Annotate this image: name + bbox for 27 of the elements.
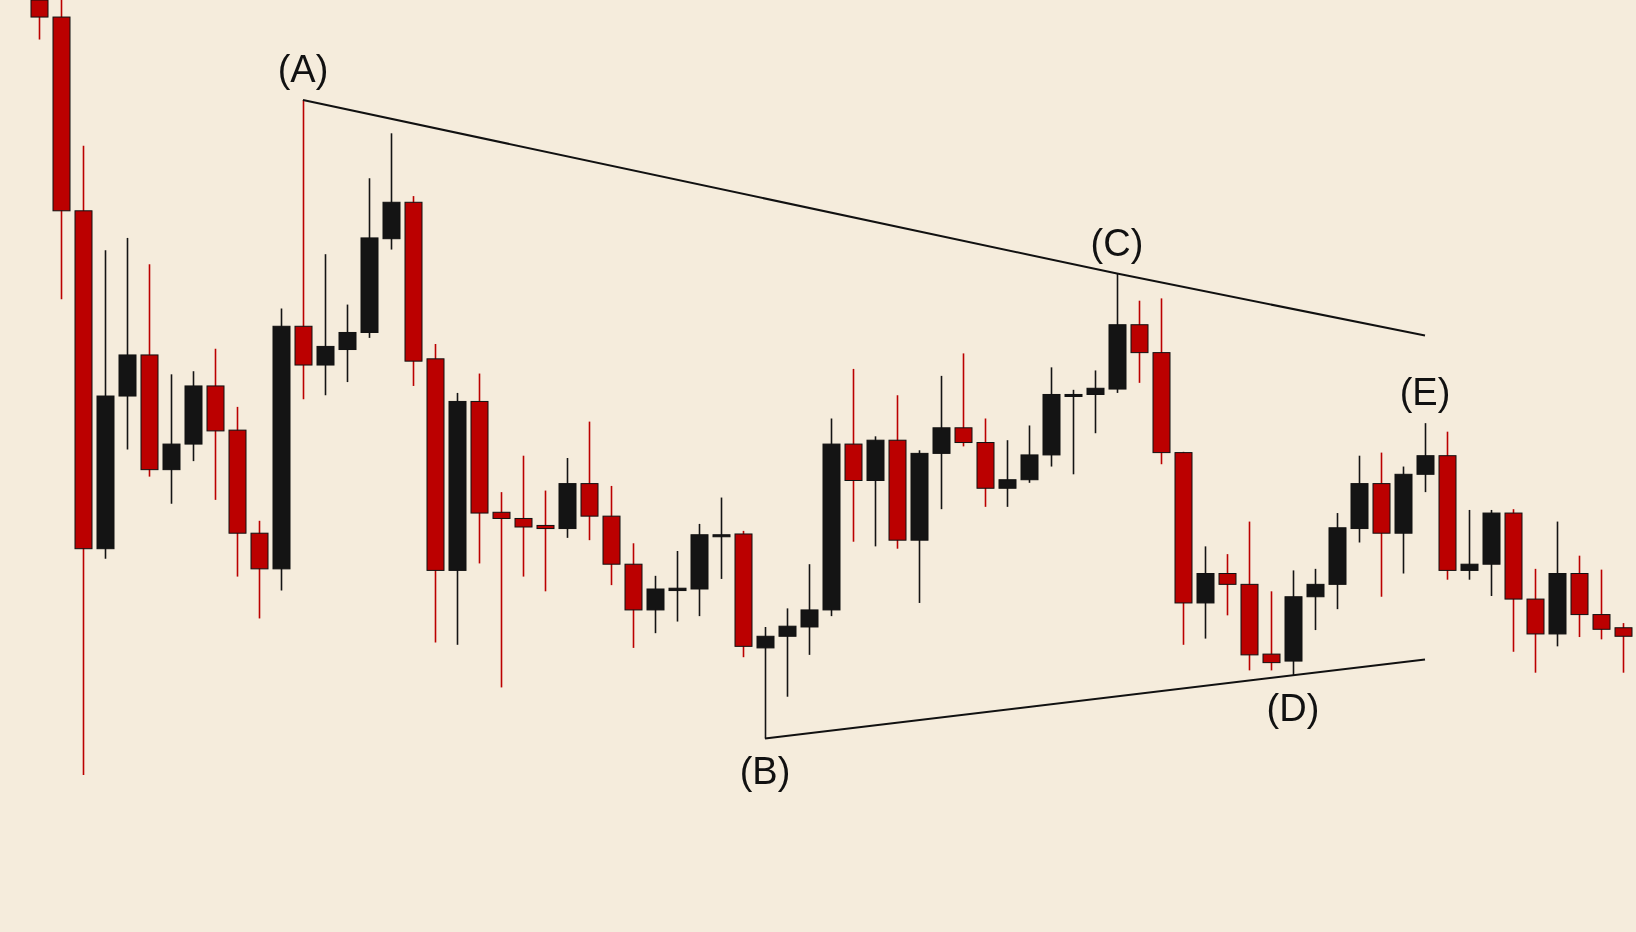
candlestick [1416, 422, 1435, 493]
candlestick [954, 352, 973, 448]
candlestick [778, 607, 797, 698]
candlestick [30, 0, 49, 41]
candlestick [998, 439, 1017, 508]
candlestick [1262, 590, 1281, 672]
annotation: (A) [277, 47, 329, 90]
candlestick [646, 575, 665, 634]
candlestick [1086, 369, 1105, 435]
candlestick [492, 491, 511, 689]
annotation: (E) [1399, 371, 1451, 414]
candlestick [800, 563, 819, 656]
candlestick [316, 253, 335, 397]
candlestick [1614, 622, 1633, 674]
candlestick [1306, 568, 1325, 631]
candlestick [536, 489, 555, 593]
candlestick [1218, 553, 1237, 617]
annotation: (B) [739, 749, 791, 792]
candlestick [1064, 389, 1083, 476]
annotation: (C) [1090, 221, 1144, 264]
candlestick [712, 496, 731, 580]
candlestick [338, 303, 357, 383]
candlestick [1592, 568, 1611, 641]
candlestick [668, 550, 687, 623]
candlestick [514, 454, 533, 578]
annotation: (D) [1266, 686, 1320, 729]
candlestick [1460, 509, 1479, 581]
